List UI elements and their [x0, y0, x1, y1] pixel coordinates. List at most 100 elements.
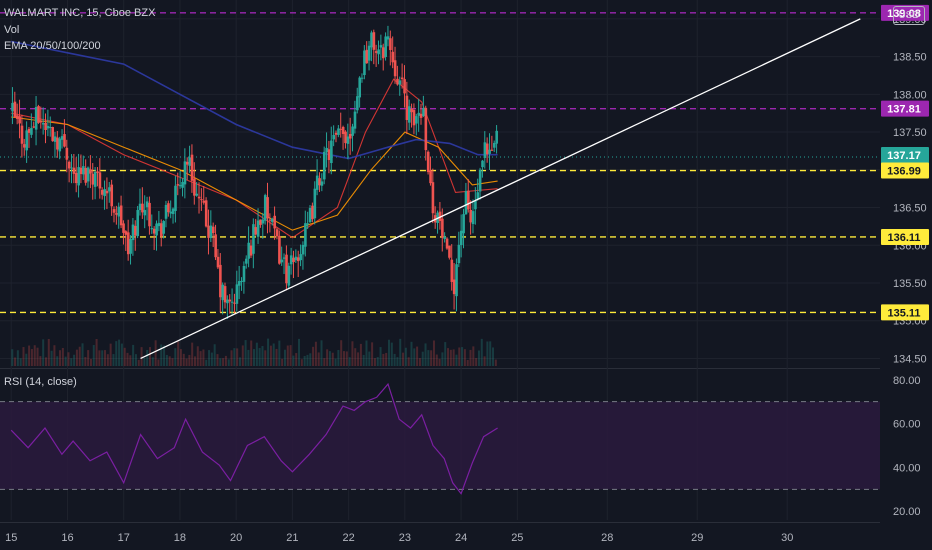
volume-bar: [441, 352, 444, 366]
volume-bar: [230, 350, 233, 366]
candle-body: [91, 173, 95, 185]
candle-body: [226, 299, 229, 304]
volume-bar: [87, 350, 90, 366]
volume-bar: [379, 347, 382, 366]
volume-bar: [109, 343, 112, 366]
candle-body: [13, 101, 17, 118]
candle-body: [235, 284, 239, 304]
candle-body: [431, 182, 435, 214]
candle-body: [438, 211, 442, 222]
volume-bar: [444, 342, 447, 366]
horizontal-levels[interactable]: [0, 12, 880, 314]
volume-bar: [202, 349, 205, 366]
ema-20-line: [11, 78, 498, 239]
candle-body: [301, 244, 305, 255]
x-tick-label: 30: [781, 532, 793, 544]
candle-body: [46, 125, 50, 129]
volume-bar: [312, 346, 315, 366]
candle-body: [148, 202, 151, 227]
candle-body: [129, 239, 132, 254]
volume-bar: [418, 358, 421, 366]
candle-body: [372, 32, 376, 50]
volume-bar: [199, 351, 202, 366]
volume-bar: [179, 349, 182, 366]
candle-body: [495, 130, 498, 144]
symbol-title[interactable]: WALMART INC, 15, Cboe BZX: [4, 7, 156, 19]
price-label-bg: [881, 162, 929, 179]
volume-bar: [371, 342, 374, 366]
rsi-tick-label: 60.00: [893, 419, 921, 431]
x-tick-label: 24: [455, 532, 467, 544]
volume-bar: [120, 343, 123, 366]
candle-body: [327, 149, 331, 161]
candle-body: [197, 196, 201, 199]
volume-bar: [244, 340, 247, 366]
candle-body: [455, 264, 458, 297]
volume-bar: [298, 338, 301, 366]
rsi-tick-label: 80.00: [893, 375, 921, 387]
x-tick-label: 15: [5, 532, 17, 544]
volume-bar: [385, 352, 388, 366]
volume-bar: [494, 359, 497, 366]
volume-bar: [165, 354, 168, 366]
volume-bar: [67, 352, 70, 366]
volume-bar: [213, 344, 216, 366]
ema-200-line: [11, 40, 498, 160]
volume-bar: [359, 343, 362, 366]
volume-bar: [81, 343, 84, 366]
candle-body: [237, 281, 241, 286]
candle-body: [162, 221, 165, 234]
candle-body: [313, 188, 317, 219]
volume-bar: [438, 358, 441, 366]
candle-body: [214, 234, 217, 258]
candle-body: [450, 259, 454, 282]
volume-bar: [323, 358, 326, 366]
volume-bar: [123, 347, 126, 366]
volume-bar: [402, 352, 405, 366]
price-label-bg: [881, 304, 929, 321]
candle-body: [474, 200, 477, 210]
candle-body: [271, 218, 274, 222]
rsi-tick-label: 40.00: [893, 462, 921, 474]
candle-body: [254, 227, 258, 235]
volume-bar: [106, 354, 109, 366]
volume-bar: [289, 345, 292, 366]
volume-bar: [320, 340, 323, 366]
volume-bar: [337, 349, 340, 366]
candle-body: [155, 223, 158, 236]
candle-body: [299, 254, 302, 261]
candle-body: [471, 211, 475, 225]
volume-bar: [233, 348, 236, 366]
volume-bar: [168, 356, 171, 366]
volume-bar: [64, 356, 67, 366]
rsi-legend[interactable]: RSI (14, close): [4, 376, 77, 388]
volume-bar: [354, 348, 357, 366]
ema-legend[interactable]: EMA 20/50/100/200: [4, 40, 101, 52]
candle-body: [110, 184, 114, 207]
candle-body: [424, 107, 428, 151]
candle-body: [207, 225, 210, 238]
volume-bar: [98, 350, 101, 366]
volume-bar: [427, 350, 430, 366]
volume-bar: [292, 355, 295, 366]
candle-body: [58, 138, 62, 152]
candle-body: [360, 77, 364, 79]
volume-legend[interactable]: Vol: [4, 24, 20, 36]
time-axis[interactable]: 15 16 17 18 20 21 22 23 24 25 28 29 30: [5, 532, 793, 544]
trendline[interactable]: [140, 18, 861, 360]
volume-bar: [357, 352, 360, 366]
volume-bar: [177, 341, 180, 366]
volume-bar: [331, 352, 334, 366]
candle-body: [79, 167, 83, 175]
candle-body: [308, 207, 312, 223]
candle-body: [412, 109, 416, 126]
price-axis[interactable]: 134.50135.00135.50136.00136.50137.00137.…: [880, 0, 932, 550]
volume-bar: [348, 357, 351, 366]
volume-bar: [216, 354, 219, 366]
currency-button[interactable]: USD: [893, 6, 925, 25]
candle-body: [30, 127, 33, 135]
volume-bar: [435, 354, 438, 366]
candle-body: [370, 32, 373, 48]
